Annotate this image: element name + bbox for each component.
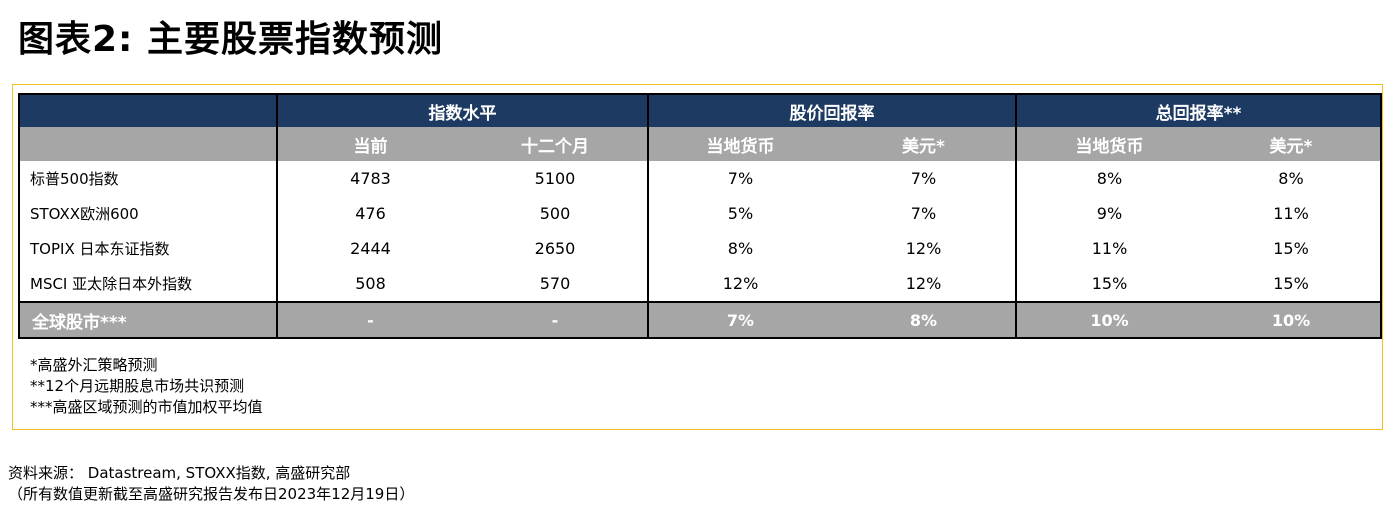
group-header-row: 指数水平 股价回报率 总回报率** [19, 94, 1381, 127]
cell-total-usd: 8% [1202, 161, 1381, 196]
footnote: *高盛外汇策略预测 [30, 356, 158, 374]
group-header-index-level: 指数水平 [277, 94, 649, 127]
cell-price-usd: 7% [832, 161, 1017, 196]
cell-price-usd: 12% [832, 266, 1017, 302]
sub-header-current: 当前 [277, 127, 463, 161]
cell-12m: 2650 [463, 231, 649, 266]
source-note: 资料来源： Datastream, STOXX指数, 高盛研究部 （所有数值更新… [8, 463, 414, 505]
sub-header-usd: 美元* [832, 127, 1017, 161]
source-date-line: （所有数值更新截至高盛研究报告发布日2023年12月19日） [8, 485, 415, 503]
cell-current: 4783 [277, 161, 463, 196]
cell-12m: 570 [463, 266, 649, 302]
page-title: 图表2: 主要股票指数预测 [18, 19, 443, 60]
sub-header-total-usd: 美元* [1202, 127, 1381, 161]
cell-total-local: 11% [1016, 231, 1202, 266]
total-total-local: 10% [1016, 301, 1202, 339]
header-blank [19, 94, 278, 127]
cell-price-local: 7% [648, 161, 832, 196]
cell-price-usd: 12% [832, 231, 1017, 266]
cell-current: 476 [277, 196, 463, 231]
cell-current: 508 [277, 266, 463, 302]
cell-12m: 500 [463, 196, 649, 231]
total-current: - [277, 301, 463, 339]
sub-header-12m: 十二个月 [463, 127, 649, 161]
footnote: **12个月远期股息市场共识预测 [30, 377, 245, 395]
sub-header-local-ccy: 当地货币 [648, 127, 832, 161]
cell-total-local: 15% [1016, 266, 1202, 302]
cell-price-local: 8% [648, 231, 832, 266]
cell-current: 2444 [277, 231, 463, 266]
total-12m: - [463, 301, 649, 339]
cell-total-usd: 15% [1202, 266, 1381, 302]
table-frame [12, 84, 1383, 430]
cell-price-usd: 7% [832, 196, 1017, 231]
cell-price-local: 12% [648, 266, 832, 302]
row-name: MSCI 亚太除日本外指数 [19, 266, 278, 302]
sub-header-total-local-ccy: 当地货币 [1016, 127, 1202, 161]
group-header-price-return: 股价回报率 [648, 94, 1017, 127]
footnote: ***高盛区域预测的市值加权平均值 [30, 398, 263, 416]
table-row: 标普500指数 4783 5100 7% 7% 8% 8% [19, 161, 1381, 196]
index-forecast-table: 指数水平 股价回报率 总回报率** 当前 十二个月 当地货币 美元* 当地货币 … [18, 93, 1382, 339]
cell-total-usd: 15% [1202, 231, 1381, 266]
row-name: TOPIX 日本东证指数 [19, 231, 278, 266]
cell-total-local: 8% [1016, 161, 1202, 196]
sub-header-row: 当前 十二个月 当地货币 美元* 当地货币 美元* [19, 127, 1381, 161]
group-header-total-return: 总回报率** [1016, 94, 1381, 127]
table-row: TOPIX 日本东证指数 2444 2650 8% 12% 11% 15% [19, 231, 1381, 266]
total-price-local: 7% [648, 301, 832, 339]
row-name: 标普500指数 [19, 161, 278, 196]
total-row-name: 全球股市*** [19, 301, 278, 339]
table-row: MSCI 亚太除日本外指数 508 570 12% 12% 15% 15% [19, 266, 1381, 302]
table-row: STOXX欧洲600 476 500 5% 7% 9% 11% [19, 196, 1381, 231]
cell-total-usd: 11% [1202, 196, 1381, 231]
total-price-usd: 8% [832, 301, 1017, 339]
row-name: STOXX欧洲600 [19, 196, 278, 231]
cell-total-local: 9% [1016, 196, 1202, 231]
cell-price-local: 5% [648, 196, 832, 231]
source-line: 资料来源： Datastream, STOXX指数, 高盛研究部 [8, 464, 351, 482]
total-row: 全球股市*** - - 7% 8% 10% 10% [19, 301, 1381, 339]
footnotes: *高盛外汇策略预测 **12个月远期股息市场共识预测 ***高盛区域预测的市值加… [30, 355, 263, 418]
total-total-usd: 10% [1202, 301, 1381, 339]
cell-12m: 5100 [463, 161, 649, 196]
sub-header-blank [19, 127, 278, 161]
